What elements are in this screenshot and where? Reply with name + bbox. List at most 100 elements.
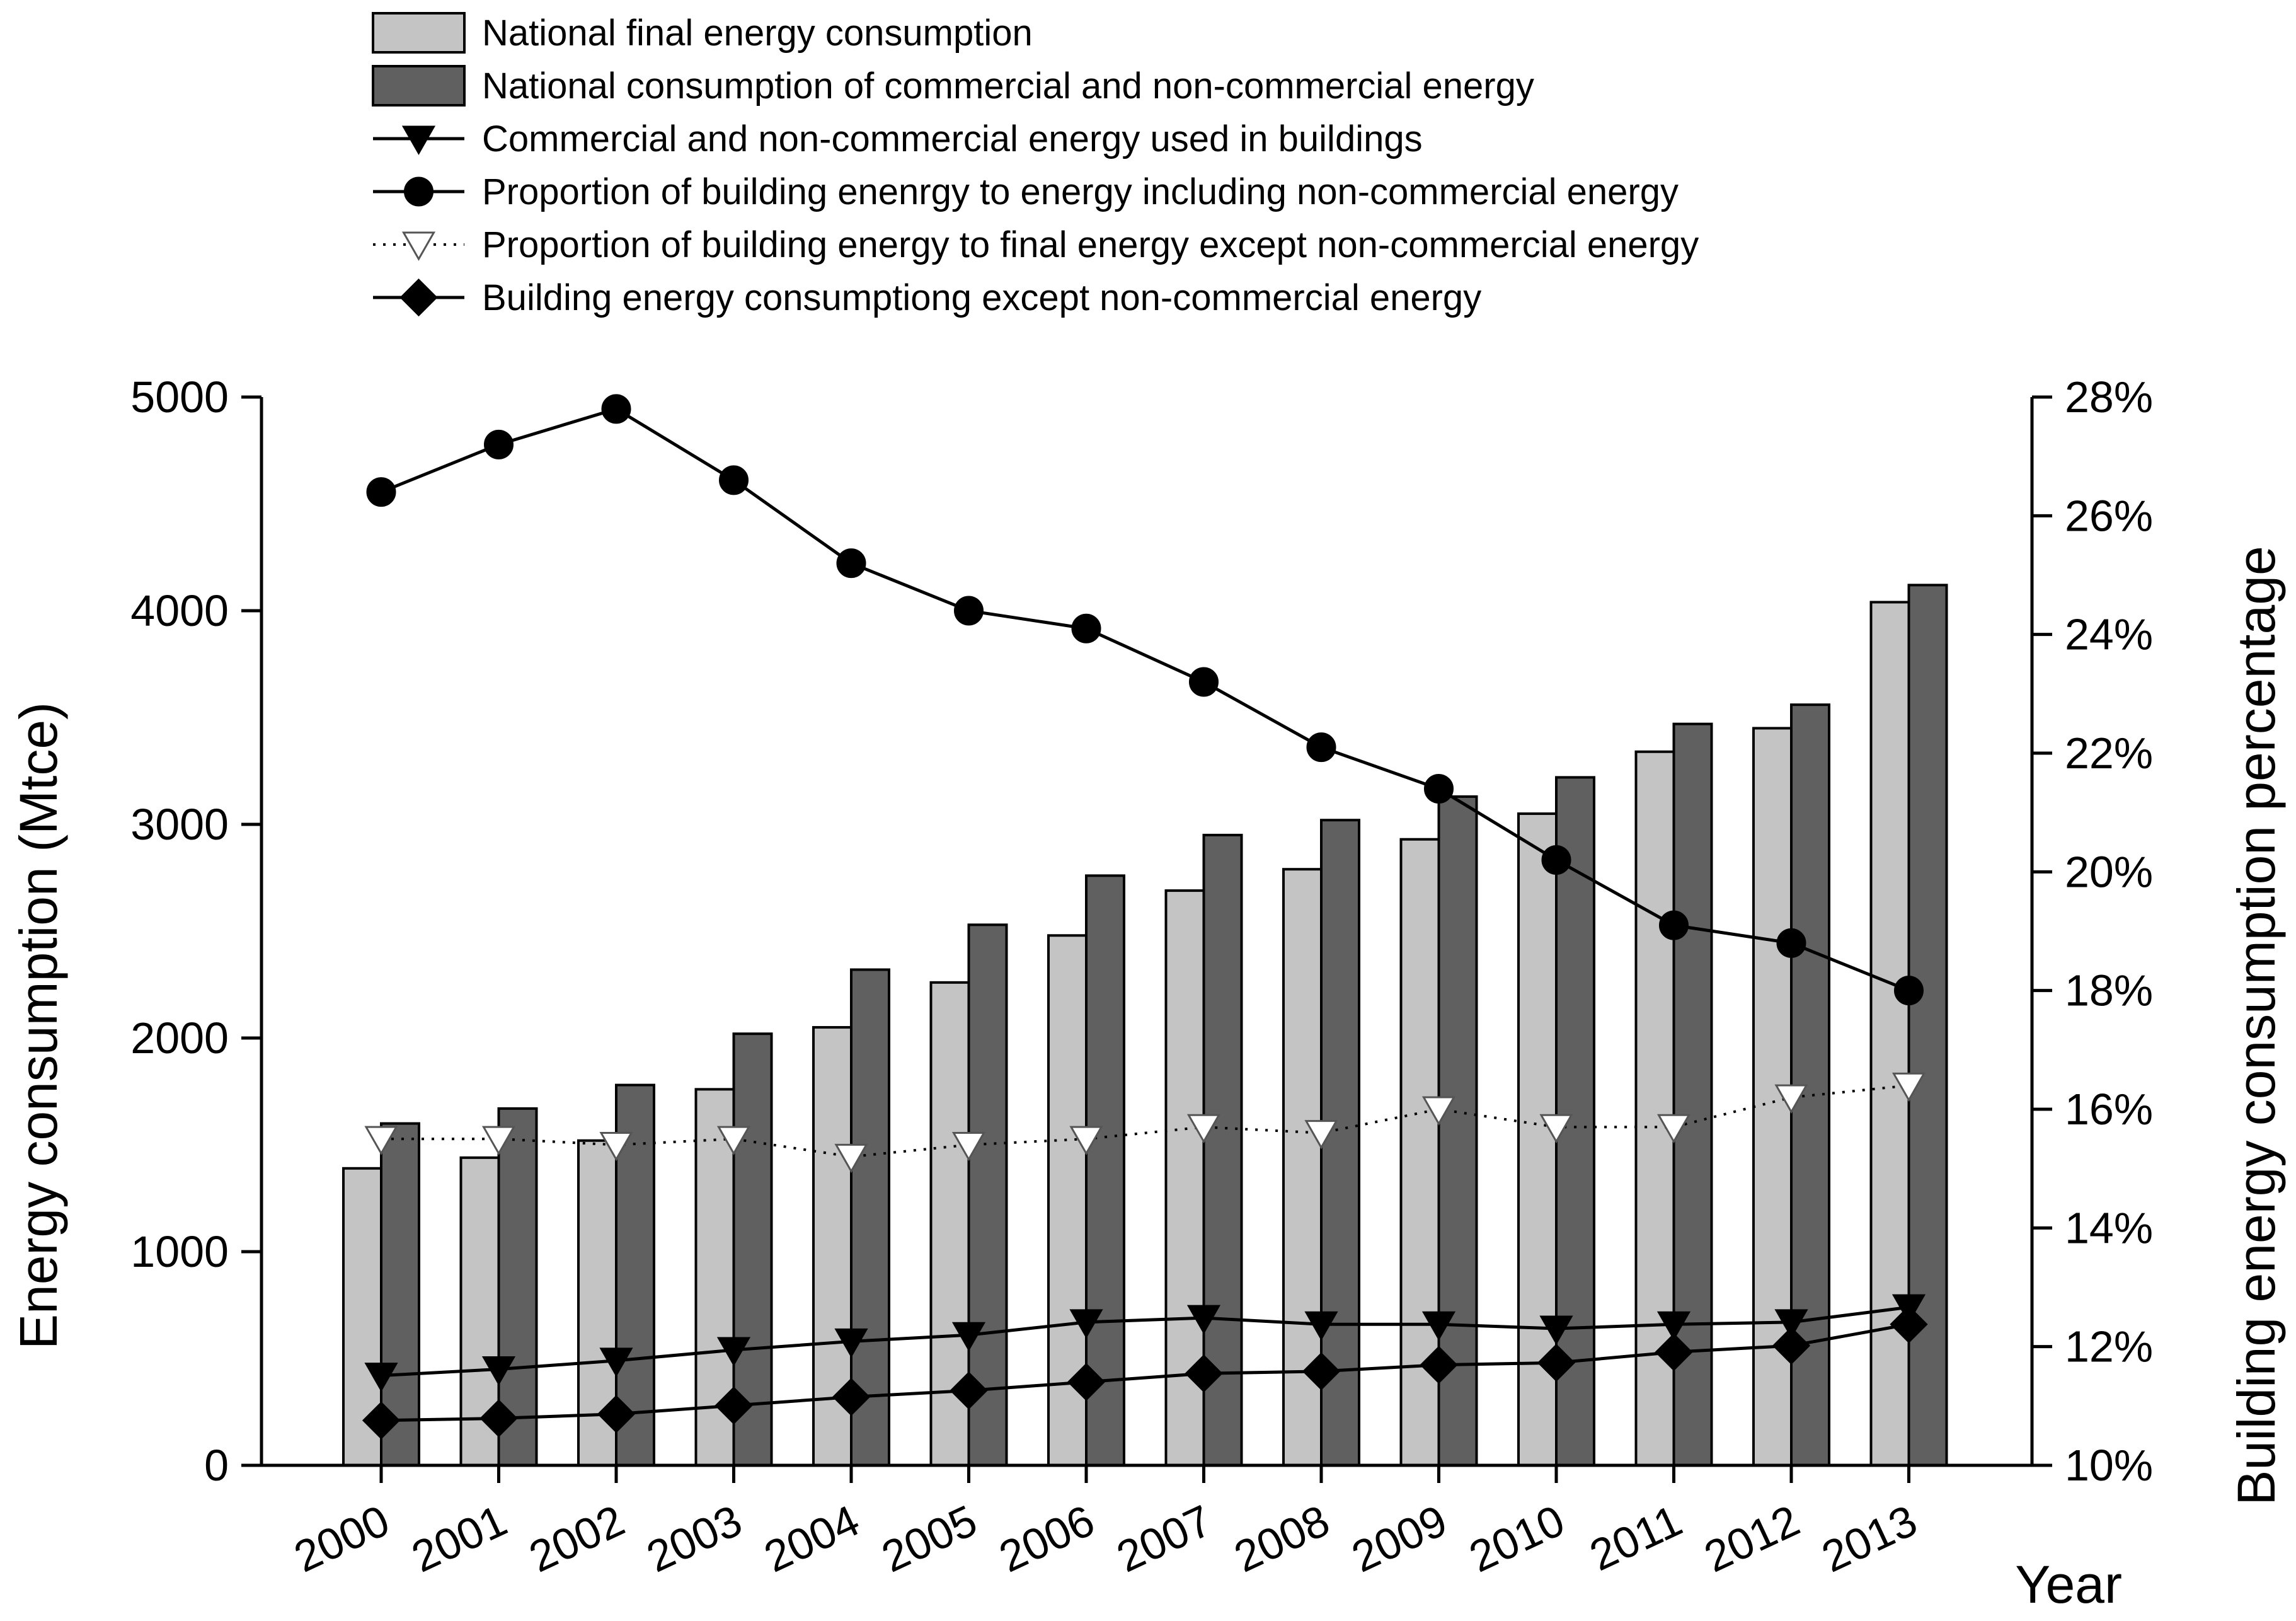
point-s4-2001 <box>481 1126 516 1156</box>
point-s5-2008 <box>1302 1352 1341 1390</box>
point-s3-2009 <box>1424 774 1454 804</box>
legend-label-2: Commercial and non-commercial energy use… <box>482 118 1423 159</box>
lines-layer <box>362 394 1928 1439</box>
y-tick-label-right-0: 10% <box>2065 1441 2153 1490</box>
point-s2-2009 <box>1421 1311 1456 1341</box>
point-s3-2001 <box>484 429 514 459</box>
point-s2-2003 <box>716 1337 751 1366</box>
point-s2-2012 <box>1774 1309 1808 1339</box>
point-s5-2007 <box>1185 1354 1223 1393</box>
point-s4-2008 <box>1304 1120 1338 1150</box>
y-axis-title-left: Energy consumption (Mtce) <box>9 702 68 1349</box>
point-s4-2006 <box>1069 1126 1103 1156</box>
bar-2006-s1 <box>1085 874 1125 1467</box>
point-s3-2006 <box>1071 613 1101 643</box>
legend-label-4: Proportion of building energy to final e… <box>482 224 1699 265</box>
x-tick-label-2006: 2006 <box>992 1496 1101 1582</box>
x-tick-label-2004: 2004 <box>757 1496 866 1582</box>
x-tick-label-2000: 2000 <box>287 1496 396 1582</box>
y-tick-label-left-0: 0 <box>204 1441 229 1490</box>
legend-marker-5 <box>399 278 438 317</box>
point-s2-2005 <box>951 1322 986 1352</box>
point-s5-2010 <box>1537 1344 1576 1382</box>
series-line-2 <box>381 1305 1909 1378</box>
point-s5-2013 <box>1890 1305 1928 1344</box>
x-axis-title: Year <box>2015 1555 2122 1614</box>
point-s2-2001 <box>481 1356 516 1386</box>
legend-marker-4 <box>401 231 436 262</box>
point-s5-2005 <box>950 1371 988 1410</box>
point-s2-2000 <box>364 1363 398 1392</box>
x-tick-label-2011: 2011 <box>1582 1496 1689 1580</box>
legend-label-5: Building energy consumptiong except non-… <box>482 277 1481 318</box>
point-s4-2007 <box>1186 1114 1221 1144</box>
point-s3-2005 <box>954 596 984 626</box>
y-tick-label-right-1: 12% <box>2065 1322 2153 1371</box>
legend-marker-3 <box>404 176 433 207</box>
legend-label-3: Proportion of building enenrgy to energy… <box>482 171 1679 212</box>
y-tick-label-left-5: 5000 <box>130 372 229 422</box>
point-s4-2009 <box>1421 1096 1456 1126</box>
point-s5-2000 <box>362 1401 401 1439</box>
point-s2-2004 <box>834 1328 868 1358</box>
x-tick-label-2013: 2013 <box>1815 1496 1924 1582</box>
point-s2-2002 <box>599 1347 633 1377</box>
point-s5-2011 <box>1655 1333 1693 1371</box>
point-s4-2013 <box>1891 1072 1926 1102</box>
point-s5-2006 <box>1067 1363 1106 1401</box>
series-line-5 <box>381 1322 1909 1422</box>
point-s2-2008 <box>1304 1311 1338 1341</box>
point-s2-2011 <box>1656 1311 1691 1341</box>
bar-2007-s1 <box>1202 833 1243 1467</box>
bar-2005-s1 <box>967 923 1008 1467</box>
y-tick-label-right-5: 20% <box>2065 847 2153 896</box>
x-tick-label-2005: 2005 <box>875 1496 984 1582</box>
point-s2-2010 <box>1539 1315 1573 1346</box>
legend-swatch-0 <box>372 12 466 54</box>
x-tick-label-2002: 2002 <box>522 1496 631 1582</box>
y-tick-label-right-9: 28% <box>2065 372 2153 422</box>
y-tick-label-right-8: 26% <box>2065 491 2153 540</box>
point-s3-2012 <box>1776 928 1806 958</box>
x-tick-label-2007: 2007 <box>1110 1496 1219 1582</box>
legend: National final energy consumption Nationa… <box>372 12 1699 318</box>
y-axis-title-right: Building energy consumption percentage <box>2227 546 2286 1505</box>
point-s3-2008 <box>1306 732 1336 763</box>
point-s3-2003 <box>719 465 749 495</box>
point-s5-2001 <box>479 1399 518 1438</box>
point-s4-2003 <box>716 1126 751 1156</box>
y-tick-label-right-7: 24% <box>2065 610 2153 659</box>
x-tick-label-2008: 2008 <box>1227 1496 1336 1582</box>
y-tick-label-left-2: 2000 <box>130 1013 229 1063</box>
point-s4-2012 <box>1774 1084 1808 1114</box>
point-s4-2000 <box>364 1126 398 1156</box>
legend-swatch-1 <box>372 65 466 107</box>
y-tick-label-right-4: 18% <box>2065 966 2153 1015</box>
point-s5-2004 <box>832 1378 871 1416</box>
point-s4-2005 <box>951 1132 986 1162</box>
y-tick-label-right-2: 14% <box>2065 1203 2153 1252</box>
x-tick-label-2001: 2001 <box>405 1496 514 1582</box>
point-s2-2007 <box>1186 1305 1221 1335</box>
point-s3-2011 <box>1659 910 1689 940</box>
x-tick-label-2009: 2009 <box>1345 1496 1454 1582</box>
point-s3-2007 <box>1189 667 1219 697</box>
y-tick-label-left-1: 1000 <box>130 1227 229 1276</box>
legend-marker-2 <box>401 125 436 156</box>
point-s3-2000 <box>366 477 396 507</box>
point-s4-2004 <box>834 1143 868 1174</box>
point-s2-2006 <box>1069 1309 1103 1339</box>
point-s5-2012 <box>1772 1327 1811 1365</box>
point-s4-2011 <box>1656 1114 1691 1144</box>
x-tick-label-2003: 2003 <box>640 1496 749 1582</box>
point-s3-2010 <box>1541 845 1571 875</box>
point-s5-2002 <box>597 1395 636 1433</box>
y-tick-label-left-4: 4000 <box>130 586 229 635</box>
point-s4-2010 <box>1539 1114 1573 1144</box>
legend-label-1: National consumption of commercial and n… <box>482 66 1534 107</box>
x-tick-label-2012: 2012 <box>1697 1496 1806 1582</box>
y-tick-label-right-3: 16% <box>2065 1085 2153 1134</box>
series-line-4 <box>381 1084 1909 1158</box>
